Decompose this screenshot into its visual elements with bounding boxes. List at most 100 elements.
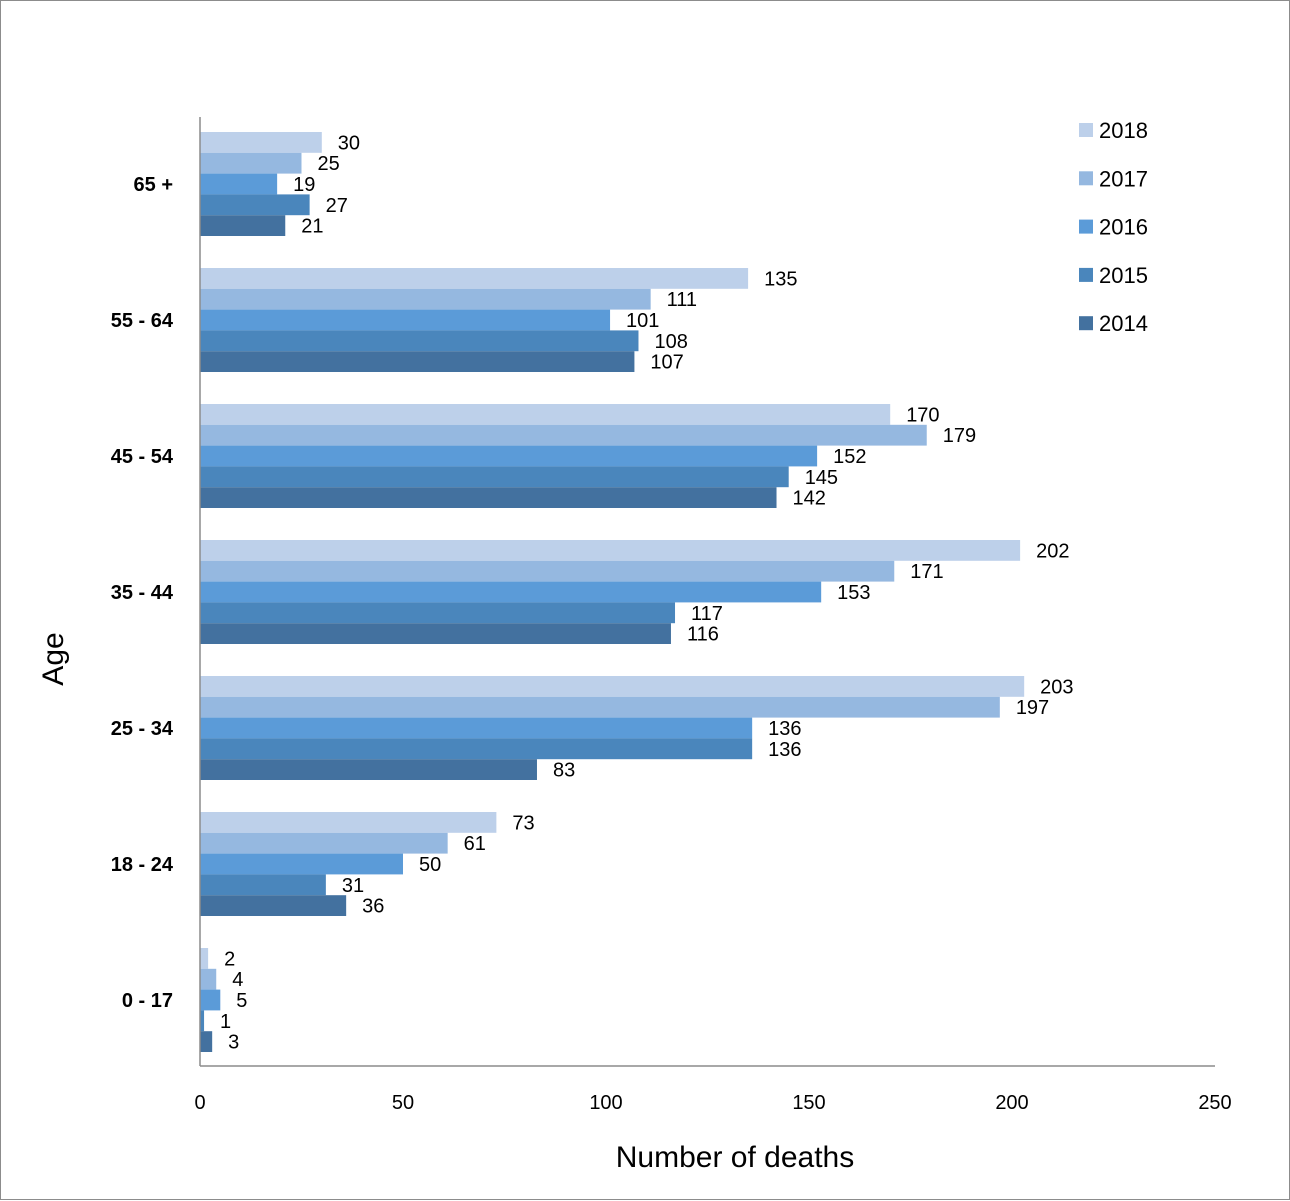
value-label-2018-5: 73 bbox=[512, 812, 534, 834]
bar-2017-6 bbox=[200, 968, 217, 990]
value-label-2015-6: 1 bbox=[220, 1011, 231, 1033]
value-label-2014-6: 3 bbox=[228, 1032, 239, 1054]
value-label-2017-0: 25 bbox=[318, 153, 340, 175]
category-label-2: 45 - 54 bbox=[111, 446, 174, 468]
bar-2017-2 bbox=[200, 424, 927, 446]
x-tick-label-250: 250 bbox=[1198, 1092, 1231, 1114]
legend-swatch-2014 bbox=[1079, 316, 1093, 331]
legend-swatch-2016 bbox=[1079, 219, 1093, 234]
legend-label-2018: 2018 bbox=[1099, 118, 1148, 143]
value-label-2015-2: 145 bbox=[805, 467, 838, 489]
value-labels-layer: 3025192721135111101108107170179152145142… bbox=[220, 132, 1073, 1053]
x-tick-label-150: 150 bbox=[792, 1092, 825, 1114]
bar-2018-3 bbox=[200, 540, 1021, 561]
bar-2015-0 bbox=[200, 194, 310, 216]
legend-swatch-2015 bbox=[1079, 267, 1093, 282]
x-tick-label-100: 100 bbox=[589, 1092, 622, 1114]
bar-2017-3 bbox=[200, 560, 895, 582]
value-label-2016-2: 152 bbox=[833, 446, 866, 468]
value-label-2014-5: 36 bbox=[362, 896, 384, 918]
value-label-2015-4: 136 bbox=[768, 739, 801, 761]
bar-2014-6 bbox=[200, 1031, 213, 1052]
bar-2016-3 bbox=[200, 581, 822, 603]
value-label-2016-3: 153 bbox=[837, 582, 870, 604]
bar-2014-0 bbox=[200, 215, 286, 236]
bar-2018-0 bbox=[200, 132, 322, 153]
bar-2018-5 bbox=[200, 812, 497, 833]
bar-2014-5 bbox=[200, 895, 347, 916]
category-label-0: 65 + bbox=[134, 174, 173, 196]
value-label-2016-4: 136 bbox=[768, 718, 801, 740]
value-label-2017-4: 197 bbox=[1016, 697, 1049, 719]
value-label-2016-1: 101 bbox=[626, 310, 659, 332]
value-label-2016-0: 19 bbox=[293, 174, 315, 196]
value-label-2017-1: 111 bbox=[667, 289, 697, 311]
value-label-2015-1: 108 bbox=[654, 331, 687, 353]
legend-label-2014: 2014 bbox=[1099, 311, 1148, 336]
bar-2014-4 bbox=[200, 759, 537, 780]
category-label-3: 35 - 44 bbox=[111, 582, 174, 604]
bar-2018-2 bbox=[200, 404, 891, 425]
legend-swatch-2018 bbox=[1079, 123, 1093, 137]
bar-2014-2 bbox=[200, 487, 777, 508]
bars-layer bbox=[200, 132, 1025, 1052]
category-labels-layer: 65 + 55 - 64 45 - 54 35 - 44 25 - 34 18 - 24 0… bbox=[111, 174, 174, 1012]
bar-2016-4 bbox=[200, 717, 753, 739]
category-label-5: 18 - 24 bbox=[111, 854, 174, 876]
x-tick-label-200: 200 bbox=[995, 1092, 1028, 1114]
bar-2015-6 bbox=[200, 1010, 205, 1032]
value-label-2014-3: 116 bbox=[687, 624, 719, 646]
value-label-2018-4: 203 bbox=[1040, 676, 1073, 698]
value-label-2018-1: 135 bbox=[764, 268, 797, 290]
value-label-2017-2: 179 bbox=[943, 425, 976, 447]
value-label-2016-5: 50 bbox=[419, 854, 441, 876]
bar-2016-2 bbox=[200, 445, 818, 467]
category-label-6: 0 - 17 bbox=[122, 990, 173, 1012]
bar-2014-1 bbox=[200, 351, 635, 372]
bar-2015-1 bbox=[200, 330, 639, 352]
value-label-2018-0: 30 bbox=[338, 132, 360, 154]
bar-2015-4 bbox=[200, 738, 753, 760]
value-label-2014-2: 142 bbox=[793, 488, 826, 510]
bar-2017-0 bbox=[200, 152, 302, 174]
value-label-2018-3: 202 bbox=[1036, 540, 1069, 562]
category-label-1: 55 - 64 bbox=[111, 310, 174, 332]
legend-swatch-2017 bbox=[1079, 171, 1093, 186]
legend-label-2017: 2017 bbox=[1099, 166, 1148, 191]
bar-2015-3 bbox=[200, 602, 676, 624]
bar-2014-3 bbox=[200, 623, 671, 644]
legend-label-2015: 2015 bbox=[1099, 263, 1148, 288]
category-label-4: 25 - 34 bbox=[111, 718, 174, 740]
bar-2015-5 bbox=[200, 874, 326, 896]
value-label-2017-6: 4 bbox=[232, 969, 243, 991]
bar-2016-1 bbox=[200, 309, 611, 331]
bar-2016-0 bbox=[200, 173, 278, 195]
value-label-2015-0: 27 bbox=[326, 195, 348, 217]
bar-2016-5 bbox=[200, 853, 403, 875]
value-label-2014-0: 21 bbox=[301, 216, 323, 238]
bar-2018-4 bbox=[200, 676, 1025, 697]
value-label-2015-5: 31 bbox=[342, 875, 364, 897]
value-label-2018-6: 2 bbox=[224, 948, 235, 970]
bar-2016-6 bbox=[200, 989, 221, 1011]
value-label-2015-3: 117 bbox=[691, 603, 723, 625]
x-tick-labels-layer: 0 50 100 150 200 250 bbox=[194, 1092, 1231, 1114]
value-label-2014-4: 83 bbox=[553, 760, 575, 782]
bar-2015-2 bbox=[200, 466, 789, 488]
bar-2017-1 bbox=[200, 288, 651, 310]
x-tick-label-50: 50 bbox=[392, 1092, 414, 1114]
bar-2017-5 bbox=[200, 832, 448, 854]
bar-2018-1 bbox=[200, 268, 749, 289]
bar-2018-6 bbox=[200, 948, 209, 969]
y-axis-title: Age bbox=[37, 632, 70, 685]
value-label-2014-1: 107 bbox=[650, 352, 683, 374]
value-label-2017-3: 171 bbox=[910, 561, 943, 583]
x-axis-title: Number of deaths bbox=[616, 1141, 854, 1174]
x-tick-label-0: 0 bbox=[194, 1092, 205, 1114]
value-label-2016-6: 5 bbox=[236, 990, 247, 1012]
value-label-2017-5: 61 bbox=[464, 833, 486, 855]
bar-2017-4 bbox=[200, 696, 1000, 718]
legend-label-2016: 2016 bbox=[1099, 215, 1148, 240]
